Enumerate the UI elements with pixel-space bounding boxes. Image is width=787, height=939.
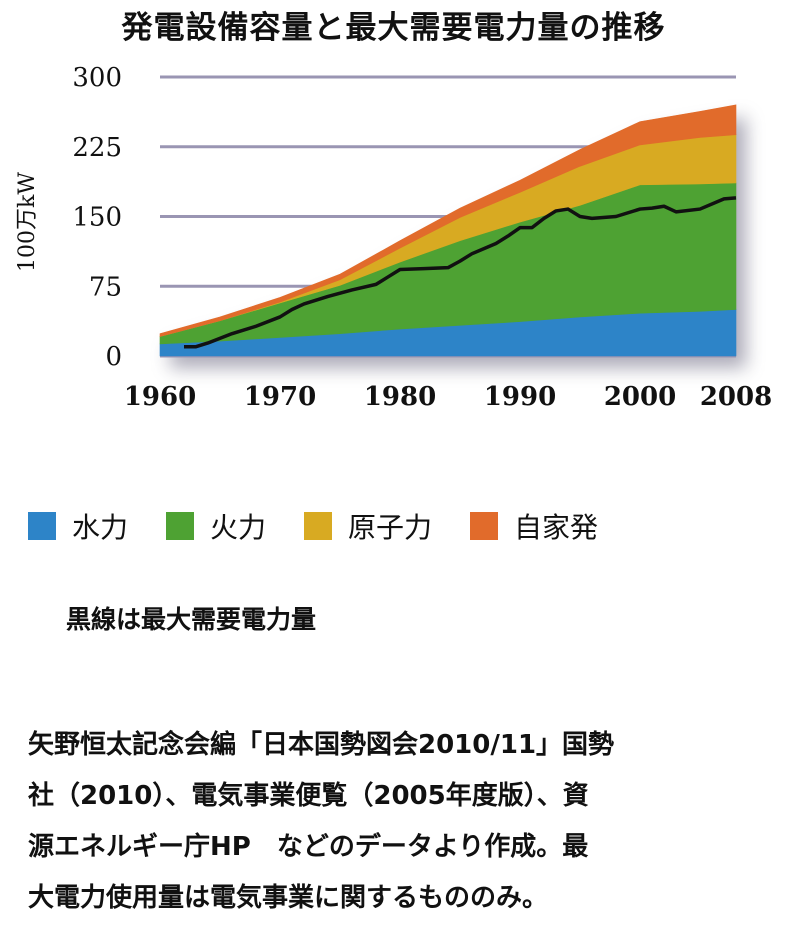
- legend-item-thermal: 火力: [166, 506, 266, 546]
- x-tick-label: 2008: [700, 382, 772, 412]
- source-text: 矢野恒太記念会編「日本国勢図会2010/11」国勢 社（2010）、電気事業便覧…: [28, 720, 773, 924]
- legend-item-private: 自家発: [470, 506, 598, 546]
- legend-label-hydro: 水力: [72, 511, 129, 544]
- legend-swatch-thermal: [166, 512, 195, 540]
- y-tick-label: 75: [89, 272, 122, 302]
- x-tick-label: 1970: [244, 382, 316, 412]
- x-tick-label: 1980: [364, 382, 436, 412]
- x-tick-label: 1960: [124, 382, 196, 412]
- max-demand-line: [184, 196, 737, 349]
- legend-swatch-nuclear: [304, 512, 333, 540]
- source-line: 矢野恒太記念会編「日本国勢図会2010/11」国勢: [28, 730, 615, 760]
- y-tick-label: 300: [72, 63, 122, 93]
- y-axis-label: 100万kW: [15, 172, 40, 272]
- source-line: 大電力使用量は電気事業に関するもののみ。: [28, 883, 549, 913]
- chart-title: 発電設備容量と最大需要電力量の推移: [121, 10, 666, 46]
- area-series-3: [159, 104, 737, 337]
- legend-swatch-private: [470, 512, 499, 540]
- source-line: 社（2010）、電気事業便覧（2005年度版）、資: [28, 781, 589, 811]
- chart-note: 黒線は最大需要電力量: [66, 605, 317, 634]
- source-line: 源エネルギー庁HP などのデータより作成。最: [28, 832, 589, 862]
- legend-swatch-hydro: [28, 512, 56, 540]
- x-tick-label: 1990: [484, 382, 556, 412]
- legend: 水力 火力 原子力 自家発: [28, 506, 768, 546]
- legend-label-private: 自家発: [514, 511, 599, 544]
- y-tick-label: 150: [72, 203, 122, 233]
- legend-item-nuclear: 原子力: [304, 506, 432, 546]
- x-tick-label: 2000: [604, 382, 676, 412]
- y-tick-label: 225: [72, 133, 122, 163]
- legend-label-thermal: 火力: [210, 511, 267, 544]
- y-tick-label: 0: [105, 342, 122, 372]
- legend-label-nuclear: 原子力: [348, 511, 433, 544]
- legend-item-hydro: 水力: [28, 506, 128, 546]
